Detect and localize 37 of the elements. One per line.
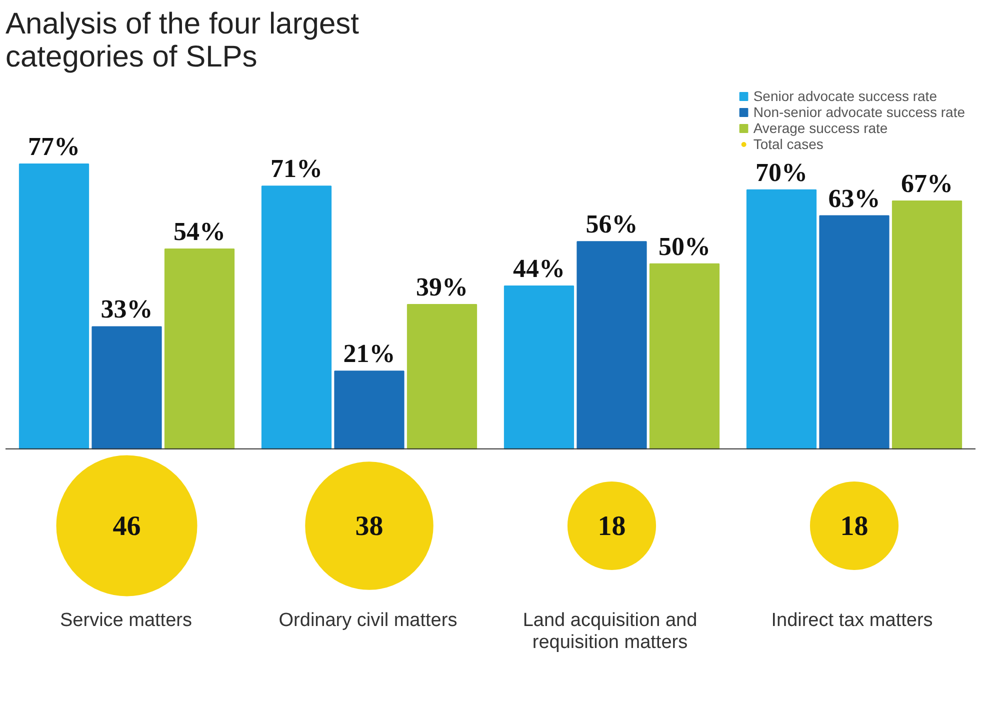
data-label: 38 [355,511,384,542]
bar [649,263,720,450]
data-label: 21% [343,339,396,368]
bar [92,326,162,450]
legend-label: Total cases [753,136,824,152]
data-label: 54% [174,217,226,246]
data-label: 46 [112,511,141,542]
bar [406,304,478,450]
bar [819,215,890,450]
data-label: 50% [658,232,710,261]
legend-label: Non-senior advocate success rate [753,104,965,120]
x-tick-label: Indirect tax matters [771,610,933,632]
data-label: 44% [513,254,565,284]
data-label: 18 [840,511,868,542]
bar [164,248,235,450]
data-label: 56% [586,210,638,239]
data-label: 77% [28,132,80,161]
data-label: 33% [100,294,153,324]
bar [576,241,647,450]
x-tick-label: Land acquisition and requisition matters [522,610,698,654]
data-label: 70% [756,158,808,187]
bar [746,189,817,450]
legend-label: Average success rate [753,120,888,136]
bar [334,370,404,450]
bar [892,200,962,450]
bar [18,163,90,450]
data-label: 18 [598,511,626,542]
data-label: 39% [416,272,468,302]
bar [261,186,332,450]
legend-label: Senior advocate success rate [753,88,937,104]
chart-title: Analysis of the four largest categories of SLPs [6,8,360,74]
x-tick-label: Service matters [60,610,192,632]
x-tick-label: Ordinary civil matters [278,610,458,632]
data-label: 67% [901,168,953,198]
data-label: 63% [828,184,880,213]
bar [504,286,574,450]
data-label: 71% [270,154,322,184]
